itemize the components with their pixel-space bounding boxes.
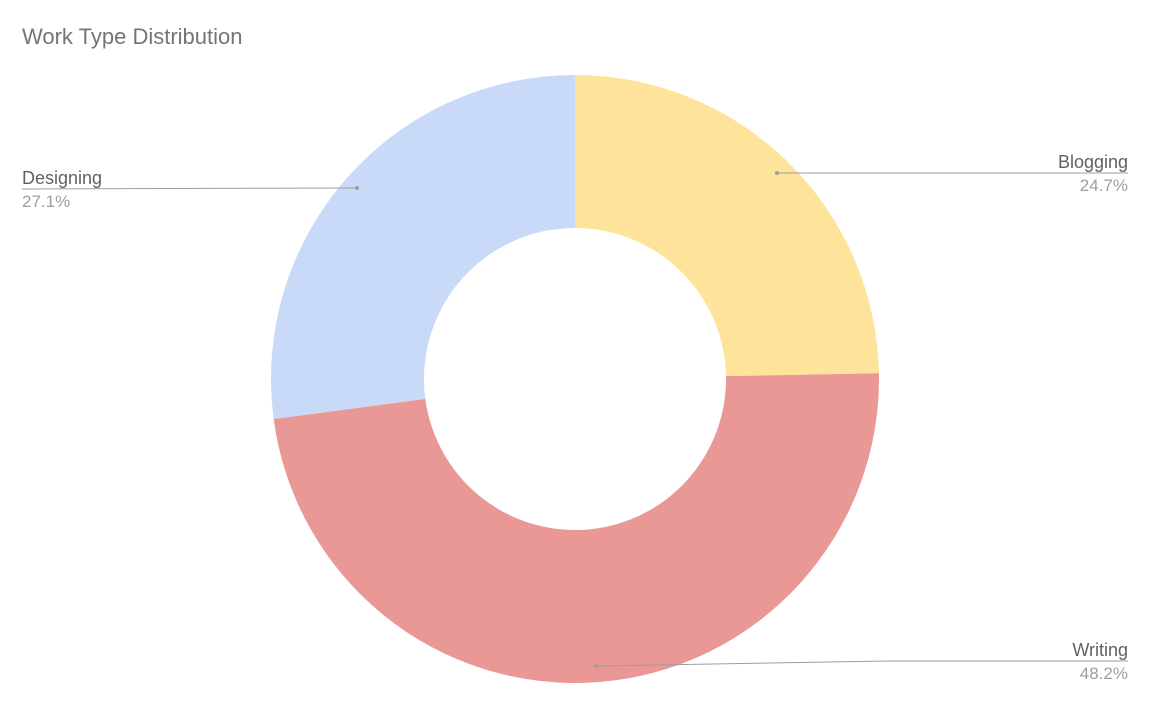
chart-title: Work Type Distribution — [22, 24, 243, 49]
leader-line-blogging — [775, 171, 1128, 175]
leader-dot-blogging — [775, 171, 779, 175]
leader-dot-writing — [594, 664, 598, 668]
slice-label-blogging: Blogging — [1058, 152, 1128, 172]
pie-slice-blogging[interactable] — [575, 75, 879, 377]
pie-slice-designing[interactable] — [271, 75, 575, 419]
slice-value-label-designing: 27.1% — [22, 192, 70, 211]
leader-line-designing — [21, 186, 359, 190]
slice-label-writing: Writing — [1072, 640, 1128, 660]
slice-label-designing: Designing — [22, 168, 102, 188]
slice-value-label-writing: 48.2% — [1080, 664, 1128, 683]
leader-line-writing — [594, 660, 1128, 668]
slice-value-label-blogging: 24.7% — [1080, 176, 1128, 195]
pie-slice-writing[interactable] — [273, 373, 880, 683]
leader-dot-designing — [355, 186, 359, 190]
